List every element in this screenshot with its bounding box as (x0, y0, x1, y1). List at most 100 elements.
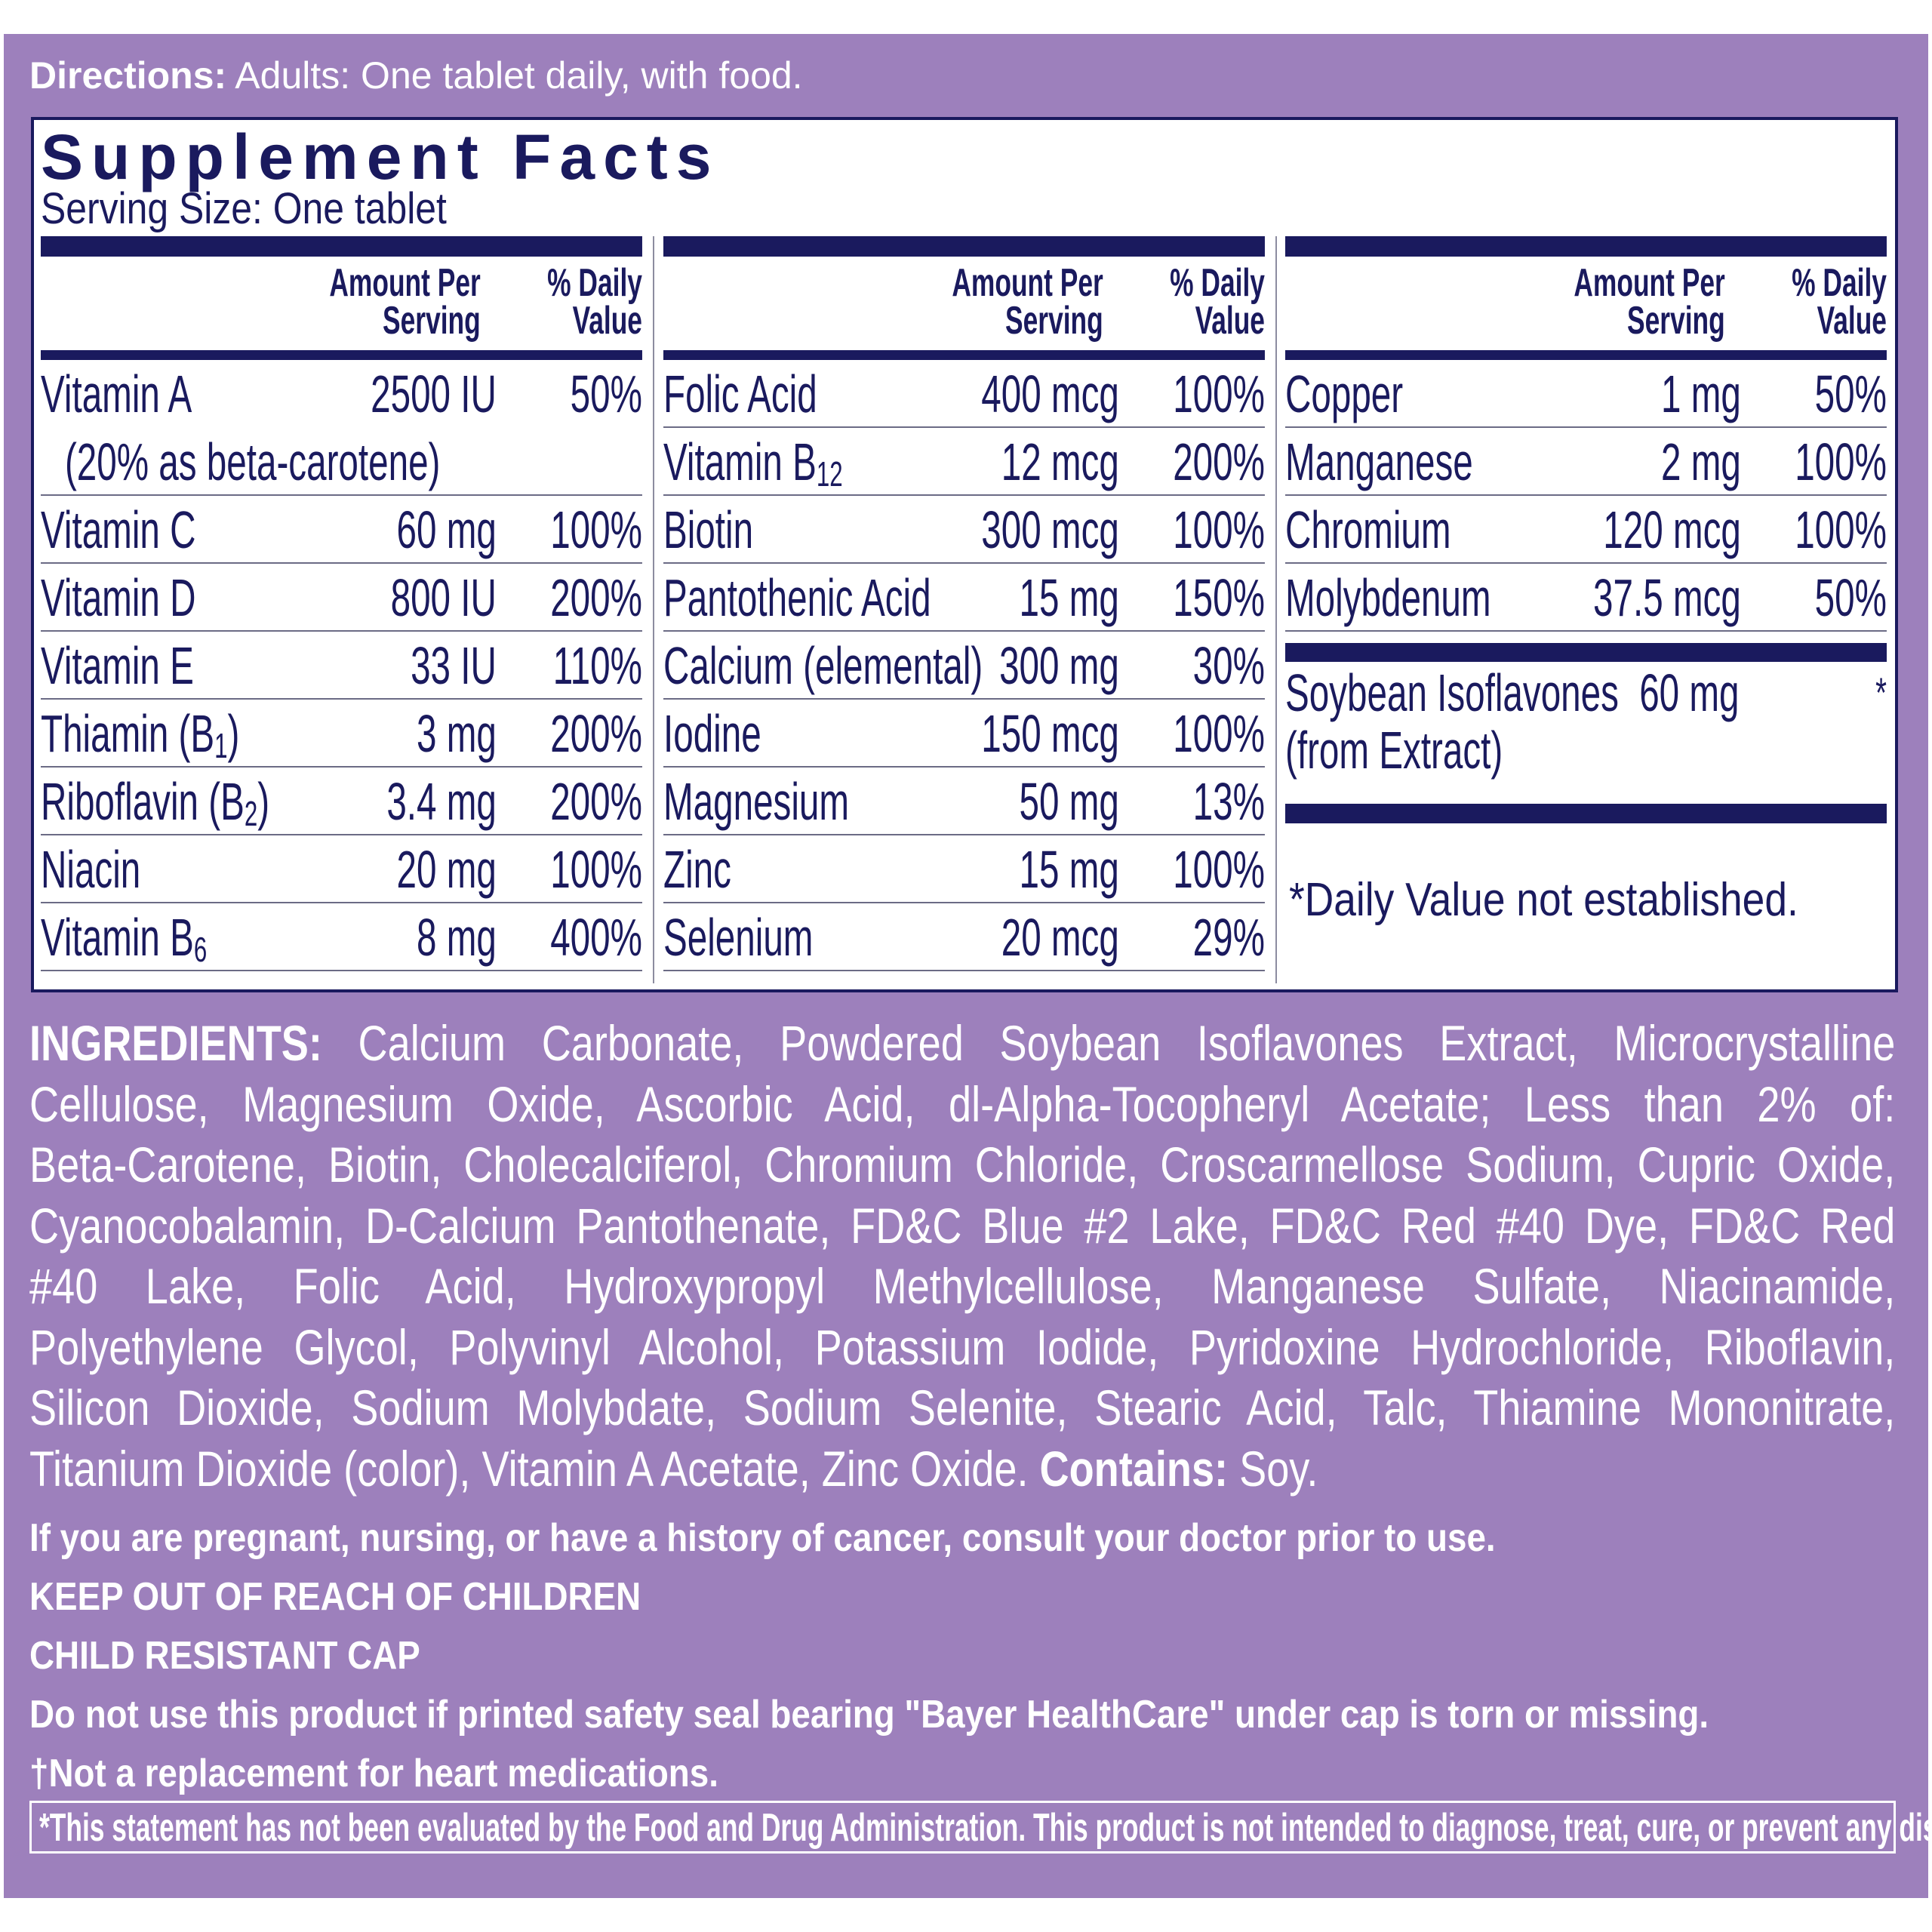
nutrient-row: Thiamin (B1) 3 mg 200% (41, 700, 642, 768)
ingredients-text: Beta-Carotene, Biotin, Cholecalciferol, … (29, 1137, 1896, 1192)
nutrient-name-text: Riboflavin (B (41, 772, 245, 831)
supplement-facts-box (31, 117, 1898, 992)
nutrient-amount: 3 mg (417, 704, 497, 763)
nutrient-name: Iodine (663, 700, 761, 768)
nutrient-daily-value: 50% (1814, 365, 1887, 423)
nutrient-row: Magnesium 50 mg 13% (663, 768, 1265, 835)
nutrient-amount: 37.5 mcg (1593, 568, 1741, 627)
nutrient-row: Chromium 120 mcg 100% (1285, 496, 1887, 564)
soy-row: Soybean Isoflavones (from Extract) 60 mg… (1285, 664, 1887, 779)
nutrient-amount: 15 mg (1019, 840, 1119, 899)
nutrient-subscript: 2 (244, 794, 258, 833)
ingredients-line: Cyanocobalamin, D-Calcium Pantothenate, … (29, 1195, 1895, 1257)
amount-per-serving-header: Amount Per Serving (329, 261, 481, 343)
nutrient-row: Calcium (elemental) 300 mg 30% (663, 632, 1265, 700)
ingredients-line: Beta-Carotene, Biotin, Cholecalciferol, … (29, 1134, 1895, 1195)
nutrient-row: Selenium 20 mcg 29% (663, 903, 1265, 971)
keep-out-of-reach: KEEP OUT OF REACH OF CHILDREN (29, 1575, 641, 1619)
nutrient-row: Copper 1 mg 50% (1285, 360, 1887, 428)
nutrient-row: Vitamin E 33 IU 110% (41, 632, 642, 700)
nutrient-name: Zinc (663, 835, 731, 903)
nutrient-name: Biotin (663, 496, 753, 564)
column-header: Amount Per Serving % Daily Value (1285, 257, 1887, 350)
nutrient-name-text: Manganese (1285, 432, 1473, 491)
nutrient-row: Vitamin D 800 IU 200% (41, 564, 642, 632)
facts-title: Supplement Facts (41, 122, 720, 192)
nutrient-daily-value: 100% (1173, 704, 1265, 763)
nutrient-name: Thiamin (B1) (41, 700, 239, 768)
nutrient-name-text: Biotin (663, 500, 754, 559)
nutrient-name-text: Chromium (1285, 500, 1451, 559)
nutrient-name: Magnesium (663, 768, 849, 835)
nutrient-daily-value: 50% (1814, 568, 1887, 627)
nutrient-note: (20% as beta-carotene) (64, 432, 441, 491)
nutrient-name: Chromium (1285, 496, 1451, 564)
nutrient-daily-value: 29% (1192, 908, 1265, 967)
header-bar (41, 350, 642, 360)
nutrient-name-text: Vitamin C (41, 500, 196, 559)
ingredients-text: #40 Lake, Folic Acid, Hydroxypropyl Meth… (29, 1258, 1896, 1314)
ingredients-text: Calcium Carbonate, Powdered Soybean Isof… (321, 1015, 1896, 1071)
nutrient-name-text: Zinc (663, 840, 731, 899)
nutrient-name-text: Iodine (663, 704, 761, 763)
nutrient-amount: 800 IU (390, 568, 497, 627)
directions-text: Adults: One tablet daily, with food. (226, 54, 803, 97)
nutrient-amount: 20 mg (396, 840, 497, 899)
nutrient-daily-value: 100% (1173, 365, 1265, 423)
amount-per-serving-header: Amount Per Serving (952, 261, 1103, 343)
ingredients-line: Silicon Dioxide, Sodium Molybdate, Sodiu… (29, 1377, 1895, 1438)
nutrient-name: Vitamin D (41, 564, 195, 632)
nutrient-amount: 50 mg (1019, 772, 1119, 831)
nutrient-name: Copper (1285, 360, 1403, 428)
nutrient-daily-value: 30% (1192, 636, 1265, 695)
nutrient-subscript: 1 (214, 726, 228, 765)
nutrient-daily-value: 50% (570, 365, 642, 423)
nutrient-daily-value: 100% (1795, 432, 1887, 491)
nutrient-row: Vitamin A 2500 IU 50% (20% as beta-carotene… (41, 360, 642, 496)
nutrient-daily-value: 200% (550, 568, 642, 627)
nutrient-row: Pantothenic Acid 15 mg 150% (663, 564, 1265, 632)
heart-medication-note: †Not a replacement for heart medications… (29, 1752, 718, 1795)
nutrient-name: Vitamin B6 (41, 903, 207, 971)
nutrient-name: Niacin (41, 835, 140, 903)
pregnancy-warning: If you are pregnant, nursing, or have a … (29, 1516, 1496, 1560)
nutrient-name: Folic Acid (663, 360, 817, 428)
directions-label: Directions: (29, 54, 227, 97)
nutrient-amount: 1 mg (1661, 365, 1741, 423)
ingredients-line: Titanium Dioxide (color), Vitamin A Acet… (29, 1438, 1895, 1500)
fda-statement-box: *This statement has not been evaluated b… (29, 1801, 1932, 1854)
nutrient-name: Molybdenum (1285, 564, 1491, 632)
daily-value-footnote: *Daily Value not established. (1289, 874, 1798, 926)
ingredients-text: Cyanocobalamin, D-Calcium Pantothenate, … (29, 1197, 1896, 1254)
nutrient-amount: 60 mg (396, 500, 497, 559)
nutrient-row: Zinc 15 mg 100% (663, 835, 1265, 903)
header-bar (41, 236, 642, 257)
serving-size: Serving Size: One tablet (41, 184, 447, 233)
nutrient-name-text: Copper (1285, 365, 1404, 423)
directions: Directions: Adults: One tablet daily, wi… (29, 54, 803, 97)
nutrient-row: Vitamin B6 8 mg 400% (41, 903, 642, 971)
nutrient-name: Vitamin B12 (663, 428, 843, 496)
column-divider (653, 236, 654, 983)
nutrient-daily-value: 110% (552, 636, 642, 695)
nutrient-subscript: 6 (193, 930, 208, 969)
section-bar (1285, 643, 1887, 662)
nutrient-name: Riboflavin (B2) (41, 768, 269, 835)
nutrient-amount: 120 mcg (1603, 500, 1741, 559)
nutrient-row: Riboflavin (B2) 3.4 mg 200% (41, 768, 642, 835)
nutrient-name: Calcium (elemental) (663, 632, 983, 700)
nutrient-amount: 20 mcg (1001, 908, 1119, 967)
ingredients-line: INGREDIENTS: Calcium Carbonate, Powdered… (29, 1013, 1895, 1074)
nutrient-name-text: Selenium (663, 908, 814, 967)
nutrient-amount: 33 IU (411, 636, 497, 695)
nutrient-amount: 8 mg (417, 908, 497, 967)
nutrient-daily-value: 200% (1173, 432, 1265, 491)
ingredients-text: Polyethylene Glycol, Polyvinyl Alcohol, … (29, 1318, 1896, 1375)
nutrient-amount: 150 mcg (981, 704, 1119, 763)
column-divider (1275, 236, 1277, 983)
nutrient-daily-value: 100% (550, 840, 642, 899)
nutrient-amount: 300 mg (999, 636, 1119, 695)
nutrient-daily-value: 200% (550, 772, 642, 831)
ingredients-label: INGREDIENTS: (29, 1015, 322, 1071)
nutrient-amount: 300 mcg (981, 500, 1119, 559)
